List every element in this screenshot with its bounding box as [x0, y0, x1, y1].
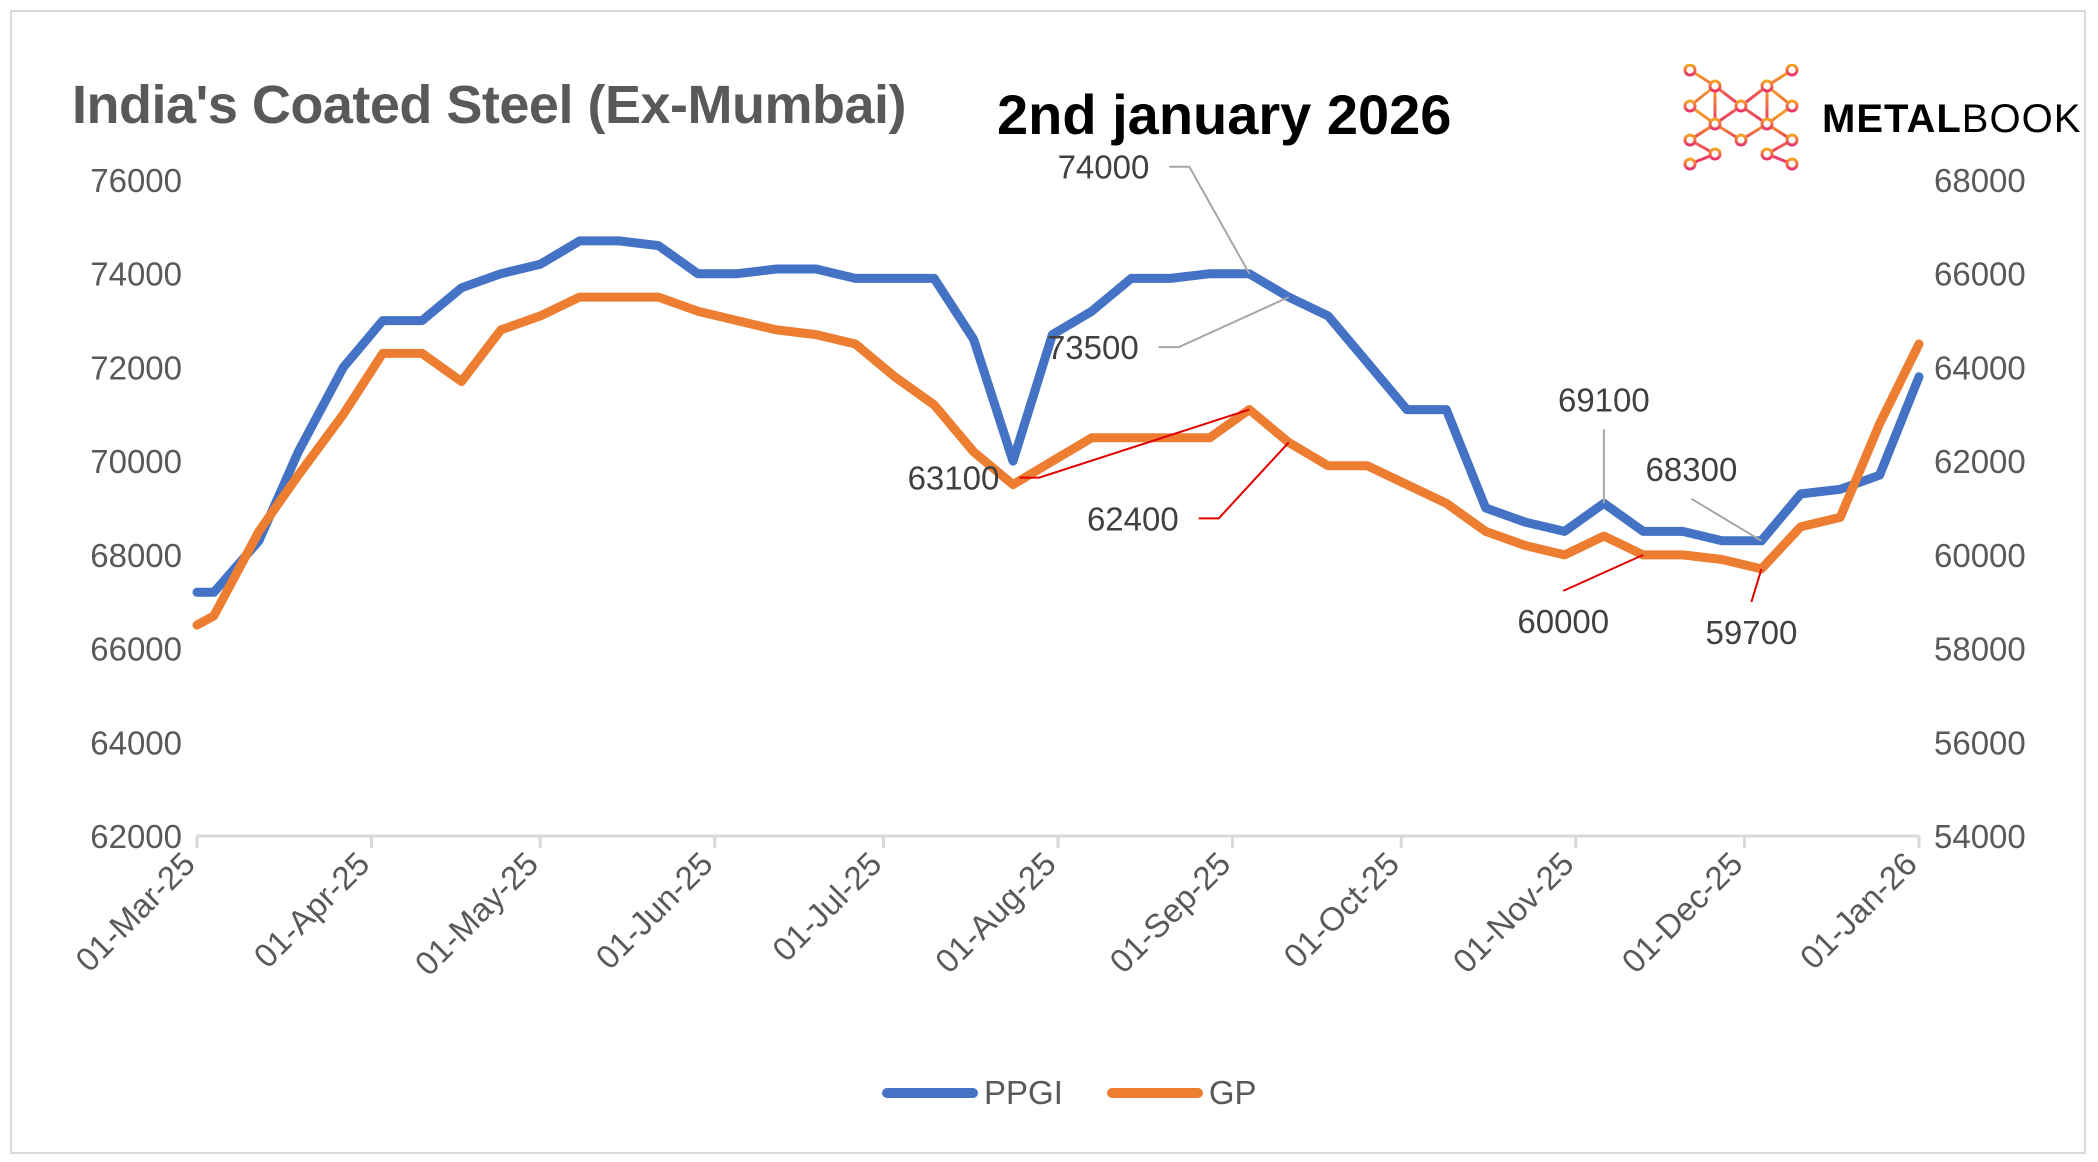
annotation-label: 73500	[1047, 329, 1139, 366]
y-right-tick-label: 54000	[1934, 818, 2026, 855]
y-left-tick-label: 64000	[90, 724, 182, 761]
annotation-leader	[1169, 165, 1251, 275]
chart-frame: India's Coated Steel (Ex-Mumbai) 2nd jan…	[10, 10, 2086, 1154]
annotation-leader	[1562, 553, 1644, 592]
y-left-tick-label: 70000	[90, 443, 182, 480]
x-tick-label: 01-Jun-25	[588, 845, 719, 976]
annotation-leader	[1158, 296, 1290, 349]
annotation-label: 63100	[908, 460, 1000, 497]
x-tick-label: 01-Nov-25	[1446, 845, 1581, 980]
annotation-leader	[1690, 497, 1762, 542]
legend-item-gp: GP	[1106, 1074, 1257, 1112]
legend: PPGI GP	[882, 1074, 1301, 1112]
series-line-ppgi	[192, 236, 1924, 597]
x-tick-label: 01-Apr-25	[246, 845, 376, 975]
y-right-tick-label: 58000	[1934, 631, 2026, 668]
y-left-tick-label: 76000	[90, 162, 182, 199]
y-left-tick-label: 74000	[90, 256, 182, 293]
y-left-tick-label: 62000	[90, 818, 182, 855]
metalbook-m-icon	[1683, 64, 1799, 171]
x-tick-label: 01-Dec-25	[1614, 845, 1749, 980]
y-right-tick-label: 64000	[1934, 349, 2026, 386]
y-left-tick-label: 72000	[90, 349, 182, 386]
y-right-tick-label: 62000	[1934, 443, 2026, 480]
y-right-tick-label: 56000	[1934, 724, 2026, 761]
annotation-label: 68300	[1646, 451, 1738, 488]
legend-item-ppgi: PPGI	[882, 1074, 1063, 1112]
chart-date: 2nd january 2026	[997, 83, 1452, 146]
x-tick-label: 01-Jan-26	[1793, 845, 1924, 976]
x-tick-label: 01-Jul-25	[765, 845, 888, 968]
annotation-leader	[1750, 568, 1763, 603]
x-tick-label: 01-Oct-25	[1276, 845, 1406, 975]
annotation-leader	[1019, 408, 1250, 479]
x-tick-label: 01-Sep-25	[1102, 845, 1237, 980]
annotation-label: 62400	[1087, 500, 1179, 537]
chart-title: India's Coated Steel (Ex-Mumbai)	[72, 75, 906, 135]
logo-wordmark: METALBOOK	[1822, 96, 2082, 141]
x-tick-label: 01-Aug-25	[928, 845, 1063, 980]
annotation-label: 74000	[1058, 149, 1150, 186]
annotation-leader	[1198, 441, 1290, 520]
y-right-tick-label: 60000	[1934, 537, 2026, 574]
annotation-label: 60000	[1517, 603, 1609, 640]
y-left-tick-label: 66000	[90, 631, 182, 668]
x-tick-label: 01-May-25	[408, 845, 546, 983]
metalbook-logo: METALBOOK	[1682, 64, 2081, 174]
x-tick-label: 01-Mar-25	[68, 845, 202, 979]
annotation-label: 69100	[1558, 381, 1650, 418]
y-right-tick-label: 68000	[1934, 162, 2026, 199]
legend-label-gp: GP	[1208, 1074, 1257, 1111]
legend-swatch-gp	[1106, 1088, 1203, 1098]
legend-swatch-ppgi	[882, 1088, 978, 1098]
legend-label-ppgi: PPGI	[984, 1074, 1063, 1111]
y-left-tick-label: 68000	[90, 537, 182, 574]
y-right-tick-label: 66000	[1934, 256, 2026, 293]
annotation-label: 59700	[1706, 614, 1798, 651]
line-chart: 01-Mar-25 01-Apr-25 01-May-25 01-Jun-25 01-J…	[68, 149, 2026, 983]
